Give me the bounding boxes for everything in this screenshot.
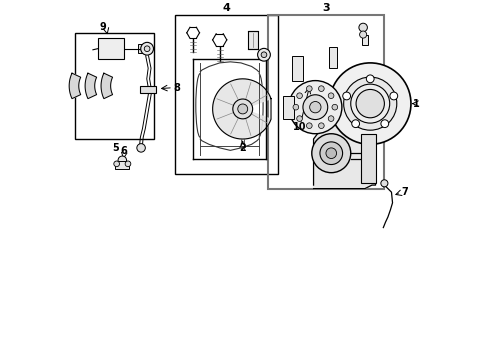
Circle shape <box>288 81 341 134</box>
Bar <box>97 38 124 59</box>
Circle shape <box>325 148 336 158</box>
Circle shape <box>137 144 145 152</box>
Bar <box>248 31 258 49</box>
Bar <box>175 15 278 175</box>
Circle shape <box>318 86 324 91</box>
Circle shape <box>261 52 266 58</box>
Circle shape <box>358 23 366 32</box>
Text: 8: 8 <box>173 83 180 93</box>
Circle shape <box>331 104 337 110</box>
Circle shape <box>237 104 247 114</box>
Text: 2: 2 <box>239 143 245 153</box>
Polygon shape <box>51 73 63 99</box>
Circle shape <box>343 77 396 130</box>
Bar <box>283 96 293 119</box>
Circle shape <box>327 116 333 121</box>
Text: 1: 1 <box>412 99 419 109</box>
Polygon shape <box>101 73 112 99</box>
Circle shape <box>257 48 270 61</box>
Bar <box>328 47 337 68</box>
Circle shape <box>306 123 311 129</box>
Polygon shape <box>313 121 375 189</box>
Circle shape <box>311 134 350 173</box>
Text: 9: 9 <box>99 22 106 32</box>
Circle shape <box>306 86 311 91</box>
Circle shape <box>319 142 342 165</box>
Circle shape <box>318 123 324 129</box>
Text: 4: 4 <box>223 3 230 13</box>
Circle shape <box>366 75 373 83</box>
Circle shape <box>329 63 410 144</box>
Circle shape <box>359 31 366 38</box>
Circle shape <box>296 116 302 121</box>
Circle shape <box>327 93 333 99</box>
Circle shape <box>309 102 320 113</box>
Polygon shape <box>212 79 270 139</box>
Circle shape <box>292 104 298 110</box>
Polygon shape <box>85 73 97 99</box>
Bar <box>267 15 384 189</box>
Text: 7: 7 <box>400 187 407 197</box>
Bar <box>140 86 156 93</box>
Bar <box>361 134 375 183</box>
Circle shape <box>118 156 126 165</box>
Circle shape <box>342 92 350 100</box>
Bar <box>115 161 129 169</box>
Circle shape <box>296 93 302 99</box>
Text: 5: 5 <box>112 143 119 153</box>
Circle shape <box>114 161 119 167</box>
Bar <box>361 35 367 45</box>
Circle shape <box>350 84 389 123</box>
Circle shape <box>302 95 327 120</box>
Bar <box>138 45 143 53</box>
Circle shape <box>351 120 359 127</box>
Text: 10: 10 <box>292 122 305 132</box>
Text: 6: 6 <box>121 147 127 157</box>
Circle shape <box>380 180 387 187</box>
Text: 3: 3 <box>322 3 329 13</box>
Circle shape <box>380 120 388 127</box>
Circle shape <box>355 89 384 118</box>
Circle shape <box>125 161 131 167</box>
Circle shape <box>141 42 153 55</box>
Circle shape <box>144 46 150 51</box>
Polygon shape <box>69 73 81 99</box>
Bar <box>292 56 302 81</box>
Circle shape <box>232 99 252 119</box>
Circle shape <box>389 92 397 100</box>
Bar <box>74 33 154 139</box>
